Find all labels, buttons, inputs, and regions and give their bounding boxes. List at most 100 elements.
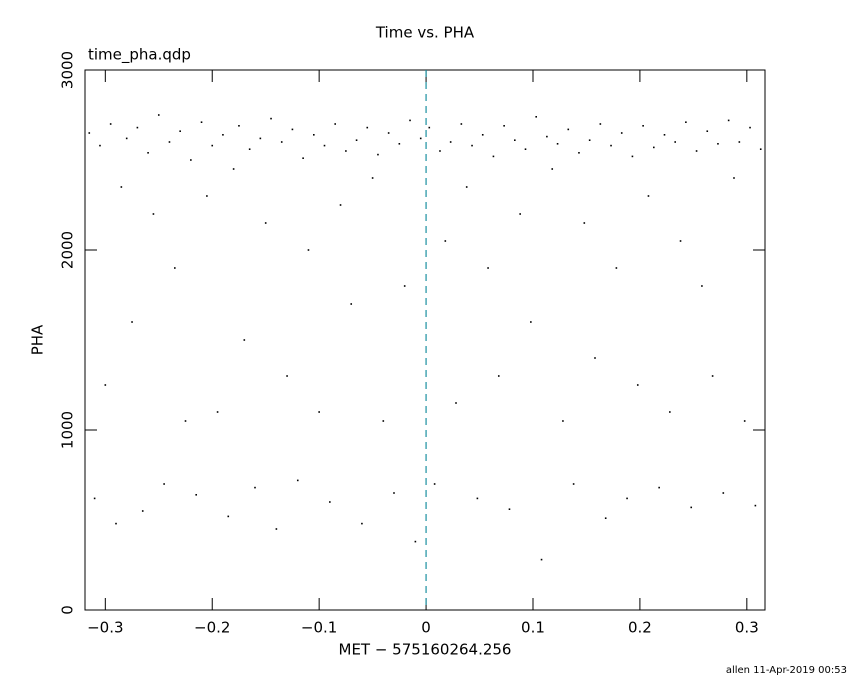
chart-title: Time vs. PHA <box>375 24 475 42</box>
point <box>588 139 591 141</box>
point <box>168 141 171 143</box>
point <box>578 152 580 154</box>
x-tick-label: −0.1 <box>301 619 337 637</box>
point <box>759 148 762 150</box>
point <box>270 117 272 120</box>
point <box>264 222 267 224</box>
point <box>163 483 165 485</box>
point <box>572 483 575 485</box>
point <box>642 125 644 127</box>
point <box>174 267 176 269</box>
point <box>184 420 187 422</box>
point <box>679 240 682 242</box>
y-tick-label: 2000 <box>59 231 77 269</box>
point <box>508 508 511 510</box>
point <box>275 528 278 530</box>
point <box>524 148 527 150</box>
point <box>433 483 436 485</box>
point <box>583 222 586 224</box>
point <box>414 540 417 543</box>
point <box>190 159 192 161</box>
point <box>280 141 283 143</box>
point <box>296 479 299 482</box>
point <box>104 384 107 386</box>
point <box>243 339 246 341</box>
point <box>455 402 457 404</box>
point <box>93 497 96 500</box>
point <box>636 384 639 386</box>
plot-frame <box>84 69 766 611</box>
point <box>393 492 395 494</box>
point <box>109 123 112 125</box>
point <box>157 114 160 116</box>
point <box>329 501 331 503</box>
point <box>419 137 422 140</box>
point <box>115 522 117 525</box>
point <box>259 137 262 140</box>
point <box>88 132 91 134</box>
point <box>147 152 149 154</box>
point <box>216 411 219 413</box>
point <box>476 497 479 500</box>
point <box>227 515 230 518</box>
point <box>530 321 532 323</box>
x-tick-label: 0.1 <box>521 619 545 637</box>
point <box>519 213 521 215</box>
x-tick-label: 0 <box>421 619 431 637</box>
point <box>152 213 155 215</box>
point <box>647 195 650 197</box>
point <box>471 144 473 147</box>
point <box>179 130 181 132</box>
point <box>222 134 224 136</box>
point <box>136 126 139 129</box>
point <box>382 420 385 422</box>
point <box>449 141 452 143</box>
point <box>717 143 719 145</box>
point <box>428 126 431 129</box>
y-tick-label: 0 <box>59 605 77 615</box>
point <box>567 128 570 131</box>
point <box>313 134 315 136</box>
point <box>286 375 288 377</box>
point <box>439 150 441 152</box>
point <box>323 144 326 147</box>
point <box>653 146 655 149</box>
point <box>685 121 687 123</box>
y-axis-label: PHA <box>29 324 47 355</box>
x-tick-label: 0.3 <box>735 619 759 637</box>
point <box>195 494 197 496</box>
point <box>631 155 634 158</box>
point <box>350 303 353 305</box>
point <box>594 357 596 359</box>
point <box>599 123 602 125</box>
point <box>232 168 235 170</box>
point <box>669 411 671 413</box>
point <box>690 506 693 509</box>
point <box>206 195 208 197</box>
y-tick-label: 1000 <box>59 411 77 449</box>
point <box>674 141 676 143</box>
point <box>733 177 735 179</box>
point <box>211 144 214 147</box>
point <box>503 125 505 127</box>
point <box>302 157 304 159</box>
point <box>701 285 703 287</box>
point <box>339 204 342 206</box>
point <box>361 522 363 525</box>
point <box>551 168 554 170</box>
point <box>658 486 660 489</box>
point <box>318 411 320 413</box>
x-tick-label: −0.3 <box>87 619 123 637</box>
point <box>141 510 144 512</box>
point <box>743 420 746 422</box>
point <box>722 492 725 494</box>
point <box>200 121 203 123</box>
point <box>695 150 698 152</box>
point <box>610 144 612 147</box>
x-tick-label: −0.2 <box>194 619 230 637</box>
point <box>749 126 751 129</box>
point <box>546 135 548 138</box>
point <box>663 134 666 136</box>
point <box>754 504 757 507</box>
